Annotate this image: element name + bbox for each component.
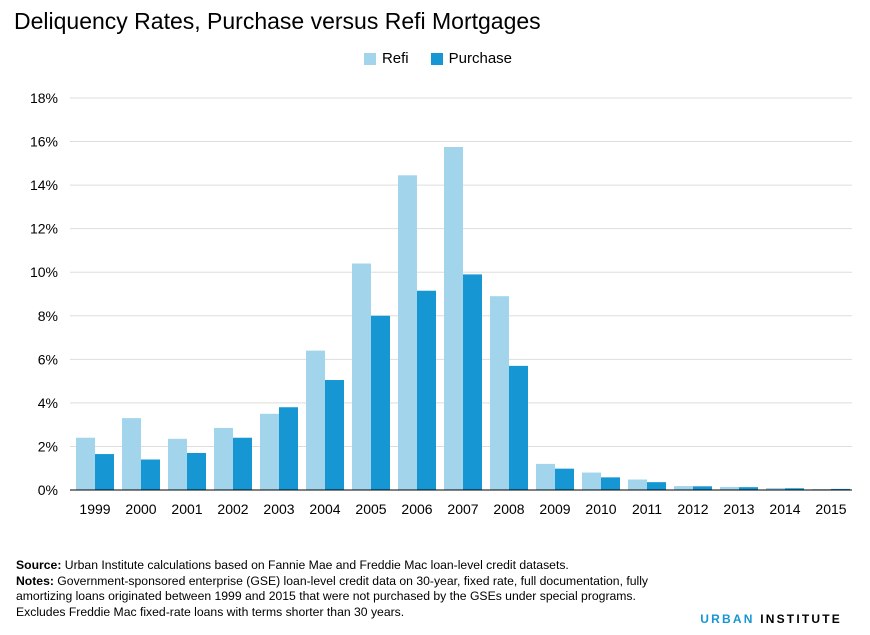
x-tick-label-2010: 2010 xyxy=(585,501,616,517)
bar-refi-2009 xyxy=(536,463,555,490)
legend-label-refi: Refi xyxy=(381,50,409,67)
x-tick-label-2012: 2012 xyxy=(677,501,708,517)
bar-purchase-2001 xyxy=(187,452,206,490)
y-tick-label-5: 10% xyxy=(30,264,58,280)
urban-institute-logo: URBAN INSTITUTE xyxy=(700,612,842,626)
x-tick-label-2003: 2003 xyxy=(263,501,294,517)
bar-refi-2002 xyxy=(214,427,233,490)
bar-refi-2014 xyxy=(766,488,785,490)
notes: Notes: Government-sponsored enterprise (… xyxy=(16,574,676,621)
x-tick-label-2001: 2001 xyxy=(171,501,202,517)
bar-refi-2011 xyxy=(628,479,647,490)
y-tick-label-9: 18% xyxy=(30,90,58,106)
bar-purchase-2009 xyxy=(555,468,574,490)
y-tick-label-2: 4% xyxy=(38,395,58,411)
bar-refi-2004 xyxy=(306,350,325,490)
bar-purchase-2012 xyxy=(693,486,712,490)
bar-refi-2006 xyxy=(398,175,417,491)
y-tick-label-3: 6% xyxy=(38,351,58,367)
brand-part-2: INSTITUTE xyxy=(760,612,842,626)
bar-purchase-2005 xyxy=(371,315,390,490)
bar-purchase-2015 xyxy=(831,488,850,490)
legend-swatch-refi xyxy=(363,52,376,65)
source-note: Source: Urban Institute calculations bas… xyxy=(16,558,676,574)
x-tick-label-2007: 2007 xyxy=(447,501,478,517)
notes-text: Government-sponsored enterprise (GSE) lo… xyxy=(16,573,649,619)
x-tick-label-2013: 2013 xyxy=(723,501,754,517)
bar-purchase-2004 xyxy=(325,380,344,490)
x-tick-label-2015: 2015 xyxy=(815,501,846,517)
chart-title: Deliquency Rates, Purchase versus Refi M… xyxy=(14,8,541,34)
x-tick-label-2008: 2008 xyxy=(493,501,524,517)
bar-purchase-2006 xyxy=(417,290,436,490)
bar-purchase-2014 xyxy=(785,488,804,490)
bar-refi-2001 xyxy=(168,438,187,490)
x-tick-label-2005: 2005 xyxy=(355,501,386,517)
x-tick-label-2000: 2000 xyxy=(125,501,156,517)
bar-refi-1999 xyxy=(76,437,95,490)
x-tick-label-2011: 2011 xyxy=(632,501,662,517)
notes-label: Notes: xyxy=(16,573,54,588)
y-tick-label-7: 14% xyxy=(30,177,58,193)
legend-item-refi: Refi xyxy=(363,50,409,67)
y-tick-label-1: 2% xyxy=(38,438,58,454)
y-tick-label-0: 0% xyxy=(38,482,58,498)
bar-refi-2003 xyxy=(260,413,279,490)
bar-refi-2013 xyxy=(720,486,739,490)
legend-item-purchase: Purchase xyxy=(430,50,513,67)
bar-purchase-1999 xyxy=(95,454,114,490)
x-tick-label-2009: 2009 xyxy=(539,501,570,517)
y-tick-label-8: 16% xyxy=(30,134,58,150)
chart-footer: Source: Urban Institute calculations bas… xyxy=(16,558,676,620)
bar-refi-2000 xyxy=(122,418,141,490)
bar-purchase-2011 xyxy=(647,482,666,490)
y-tick-label-4: 8% xyxy=(38,308,58,324)
y-tick-label-6: 12% xyxy=(30,221,58,237)
bar-refi-2007 xyxy=(444,147,463,490)
source-label: Source: xyxy=(16,558,62,572)
x-tick-label-2006: 2006 xyxy=(401,501,432,517)
bar-chart: 0% 2% 4% 6% 8% 10% 12% 14% 16% 18% 1999 2000 2001 200… xyxy=(30,90,852,517)
bar-refi-2008 xyxy=(490,296,509,490)
bar-purchase-2010 xyxy=(601,477,620,490)
bar-refi-2010 xyxy=(582,472,601,490)
x-tick-label-1999: 1999 xyxy=(79,501,110,517)
bar-refi-2005 xyxy=(352,263,371,490)
bar-purchase-2003 xyxy=(279,407,298,490)
x-tick-label-2004: 2004 xyxy=(309,501,340,517)
bar-purchase-2013 xyxy=(739,487,758,490)
chart-legend: Refi Purchase xyxy=(0,50,870,67)
bar-refi-2012 xyxy=(674,486,693,490)
x-tick-label-2014: 2014 xyxy=(769,501,800,517)
bar-purchase-2007 xyxy=(463,274,482,490)
brand-part-1: URBAN xyxy=(700,612,755,626)
bar-purchase-2000 xyxy=(141,459,160,490)
x-tick-label-2002: 2002 xyxy=(217,501,248,517)
legend-label-purchase: Purchase xyxy=(448,50,513,67)
bar-purchase-2002 xyxy=(233,437,252,490)
source-text: Urban Institute calculations based on Fa… xyxy=(61,558,569,572)
bar-purchase-2008 xyxy=(509,365,528,490)
legend-swatch-purchase xyxy=(430,52,443,65)
